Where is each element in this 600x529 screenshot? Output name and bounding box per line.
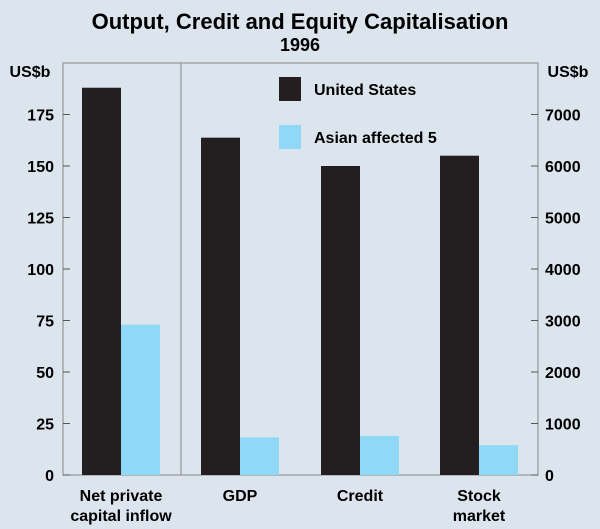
right-tick-label: 3000 [545, 314, 581, 331]
right-tick-label: 5000 [545, 211, 581, 228]
legend-label-asian-affected-5: Asian affected 5 [314, 130, 437, 147]
right-tick-label: 7000 [545, 108, 581, 125]
left-tick-label: 150 [27, 159, 54, 176]
left-tick-label: 75 [36, 314, 54, 331]
bar-asian-affected-5 [360, 435, 399, 475]
bars [82, 87, 518, 476]
category-label: capital inflow [70, 508, 172, 525]
legend-swatch-asian-affected-5 [279, 125, 301, 149]
bar-asian-affected-5 [240, 437, 279, 475]
left-tick-label: 175 [27, 108, 54, 125]
category-label: market [453, 508, 506, 525]
right-tick-label: 6000 [545, 159, 581, 176]
category-labels: Net private capital inflow GDP Credit Stock m… [70, 488, 506, 525]
bar-united-states [82, 87, 121, 475]
left-tick-label: 100 [27, 262, 54, 279]
bar-asian-affected-5 [479, 445, 518, 475]
right-tick-label: 0 [545, 468, 554, 485]
legend: United States Asian affected 5 [279, 77, 437, 149]
chart-subtitle: 1996 [280, 35, 320, 55]
left-tick-label: 0 [45, 468, 54, 485]
left-axis: 0 25 50 75 100 125 150 175 [27, 108, 70, 485]
category-label: Credit [337, 488, 384, 505]
left-tick-label: 125 [27, 211, 54, 228]
category-label: Stock [457, 488, 501, 505]
category-label: Net private [80, 488, 163, 505]
category-label: GDP [223, 488, 258, 505]
bar-united-states [440, 155, 479, 475]
left-axis-label: US$b [10, 64, 51, 81]
chart-title: Output, Credit and Equity Capitalisation [92, 9, 509, 34]
legend-label-united-states: United States [314, 82, 416, 99]
right-axis: 0 1000 2000 3000 4000 5000 6000 7000 [531, 108, 581, 485]
right-tick-label: 4000 [545, 262, 581, 279]
bar-asian-affected-5 [121, 324, 160, 475]
bar-united-states [201, 137, 240, 476]
left-tick-label: 25 [36, 417, 54, 434]
right-tick-label: 2000 [545, 365, 581, 382]
legend-swatch-united-states [279, 77, 301, 101]
right-tick-label: 1000 [545, 417, 581, 434]
left-tick-label: 50 [36, 365, 54, 382]
bar-united-states [321, 166, 360, 475]
right-axis-label: US$b [548, 64, 589, 81]
